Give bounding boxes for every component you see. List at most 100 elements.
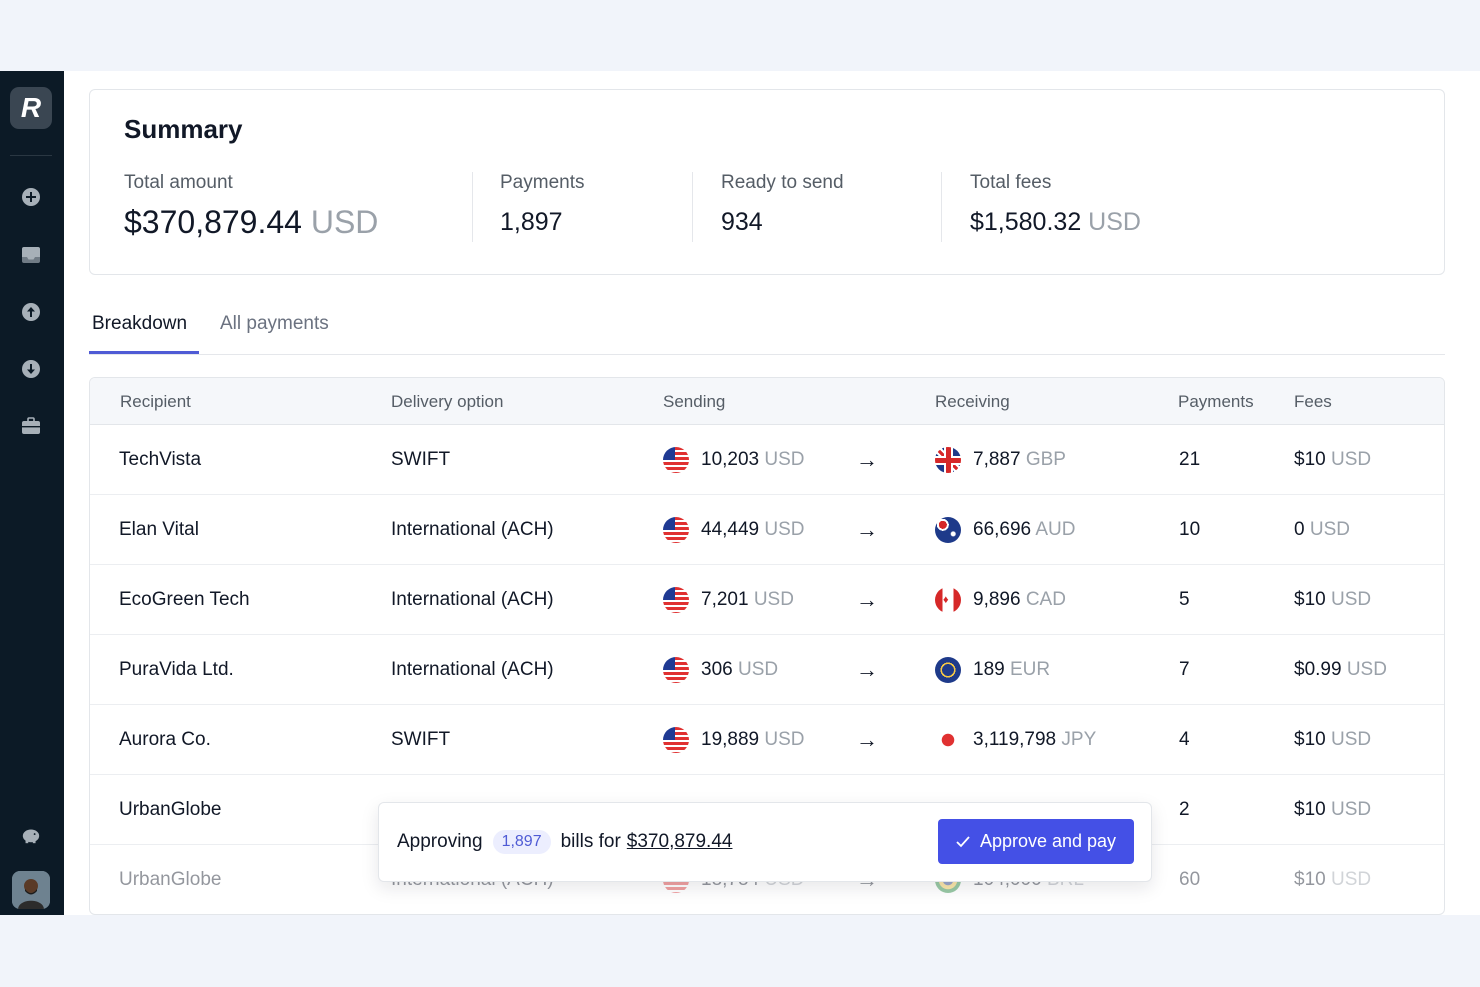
currency-code: USD <box>753 589 794 610</box>
tab-breakdown[interactable]: Breakdown <box>92 313 188 334</box>
payments-count: 10 <box>1179 519 1201 540</box>
currency-code: USD <box>764 519 805 540</box>
currency-code: CAD <box>1025 589 1066 610</box>
fee-amount: $10 USD <box>1294 729 1371 751</box>
column-header-recipient[interactable]: Recipient <box>120 392 191 411</box>
amount-number: $10 <box>1294 449 1326 470</box>
amount-number: 66,696 <box>973 519 1032 540</box>
table-row[interactable]: PuraVida Ltd. International (ACH) 306 US… <box>90 635 1444 705</box>
receiving-amount: ♦ 9,896 CAD <box>935 587 1066 613</box>
currency-code: EUR <box>1009 659 1051 680</box>
delivery-option: International (ACH) <box>391 519 554 540</box>
piggy-bank-icon[interactable] <box>21 825 41 845</box>
table-row[interactable]: Elan Vital International (ACH) 44,449 US… <box>90 495 1444 565</box>
ca-flag-icon: ♦ <box>935 587 961 613</box>
fee-amount: 0 USD <box>1294 519 1350 541</box>
fee-amount: $10 USD <box>1294 799 1371 821</box>
us-flag-icon <box>663 657 689 683</box>
table-header: Recipient Delivery option Sending Receiv… <box>90 378 1444 425</box>
stat-label: Total fees <box>970 172 1052 193</box>
fee-amount: $10 USD <box>1294 449 1371 471</box>
amount-number: 19,889 <box>701 729 760 750</box>
currency-code: USD <box>1346 659 1387 680</box>
recipient-name: TechVista <box>119 449 202 470</box>
approval-message: Approving 1,897 bills for $370,879.44 <box>397 830 732 854</box>
summary-card: Summary Total amount $370,879.44 USD Pay… <box>89 89 1445 275</box>
currency-code: USD <box>737 659 779 680</box>
currency-code: GBP <box>1025 449 1066 470</box>
payments-count: 60 <box>1179 869 1201 890</box>
stat-value: $370,879.44 USD <box>124 204 378 241</box>
amount-number: 7,887 <box>973 449 1021 470</box>
summary-title: Summary <box>124 114 243 144</box>
stat-ready-to-send: Ready to send 934 <box>721 172 844 237</box>
recipient-name: UrbanGlobe <box>119 799 222 820</box>
stat-divider <box>472 172 473 242</box>
currency-code: USD <box>764 729 805 750</box>
column-header-delivery[interactable]: Delivery option <box>391 392 504 411</box>
user-avatar[interactable] <box>12 871 50 909</box>
recipient-name: UrbanGlobe <box>119 869 222 890</box>
app-logo[interactable]: R <box>10 87 52 129</box>
main-content: Summary Total amount $370,879.44 USD Pay… <box>64 71 1480 915</box>
eu-flag-icon <box>935 657 961 683</box>
tab-all-payments[interactable]: All payments <box>220 313 329 334</box>
stat-payments: Payments 1,897 <box>500 172 584 237</box>
amount-number: $10 <box>1294 799 1326 820</box>
plus-circle-icon[interactable] <box>21 187 41 207</box>
table-row[interactable]: Aurora Co. SWIFT 19,889 USD → 3,119,798 … <box>90 705 1444 775</box>
sending-amount: 7,201 USD <box>663 587 794 613</box>
currency-code: AUD <box>1035 519 1076 540</box>
column-header-sending[interactable]: Sending <box>663 392 726 411</box>
stat-value: 934 <box>721 208 763 236</box>
gb-flag-icon <box>935 447 961 473</box>
briefcase-icon[interactable] <box>21 416 41 436</box>
currency-code: USD <box>1330 729 1372 750</box>
arrow-right-icon: → <box>856 727 878 752</box>
approve-button-label: Approve and pay <box>979 831 1117 851</box>
toast-middle: bills for <box>560 831 621 852</box>
column-header-receiving[interactable]: Receiving <box>935 392 1010 411</box>
column-header-payments[interactable]: Payments <box>1178 392 1254 411</box>
arrow-up-circle-icon[interactable] <box>21 302 41 322</box>
amount-number: $0.99 <box>1294 659 1342 680</box>
receiving-amount: 3,119,798 JPY <box>935 727 1096 753</box>
payments-count: 2 <box>1179 799 1190 820</box>
amount-number: 9,896 <box>973 589 1021 610</box>
fee-amount: $10 USD <box>1294 869 1371 891</box>
arrow-right-icon: → <box>856 587 878 612</box>
receiving-amount: 7,887 GBP <box>935 447 1066 473</box>
stat-divider <box>941 172 942 242</box>
toast-prefix: Approving <box>397 831 483 852</box>
payments-count: 7 <box>1179 659 1190 680</box>
payments-count: 21 <box>1179 449 1201 470</box>
amount-number: 306 <box>701 659 733 680</box>
delivery-option: International (ACH) <box>391 589 554 610</box>
table-row[interactable]: EcoGreen Tech International (ACH) 7,201 … <box>90 565 1444 635</box>
us-flag-icon <box>663 447 689 473</box>
app-window: R Summary Total amount $370 <box>0 71 1480 915</box>
column-header-fees[interactable]: Fees <box>1294 392 1332 411</box>
active-tab-indicator <box>89 351 199 354</box>
currency-code: USD <box>1088 208 1141 236</box>
currency-code: USD <box>310 204 379 240</box>
us-flag-icon <box>663 517 689 543</box>
fee-amount: $0.99 USD <box>1294 659 1387 681</box>
toast-total-amount[interactable]: $370,879.44 <box>626 831 733 852</box>
jp-flag-icon <box>935 727 961 753</box>
bill-count-badge: 1,897 <box>492 830 551 854</box>
arrow-down-circle-icon[interactable] <box>21 359 41 379</box>
us-flag-icon <box>663 727 689 753</box>
inbox-icon[interactable] <box>21 245 41 265</box>
stat-label: Ready to send <box>721 172 844 193</box>
stat-total-fees: Total fees $1,580.32 USD <box>970 172 1141 237</box>
au-flag-icon <box>935 517 961 543</box>
sidebar: R <box>0 71 64 915</box>
currency-code: USD <box>764 449 805 470</box>
arrow-right-icon: → <box>856 517 878 542</box>
approve-and-pay-button[interactable]: Approve and pay <box>938 819 1134 864</box>
currency-code: USD <box>1330 869 1372 890</box>
amount-number: 189 <box>973 659 1005 680</box>
table-row[interactable]: TechVista SWIFT 10,203 USD → 7,887 GBP 2… <box>90 425 1444 495</box>
stat-divider <box>692 172 693 242</box>
